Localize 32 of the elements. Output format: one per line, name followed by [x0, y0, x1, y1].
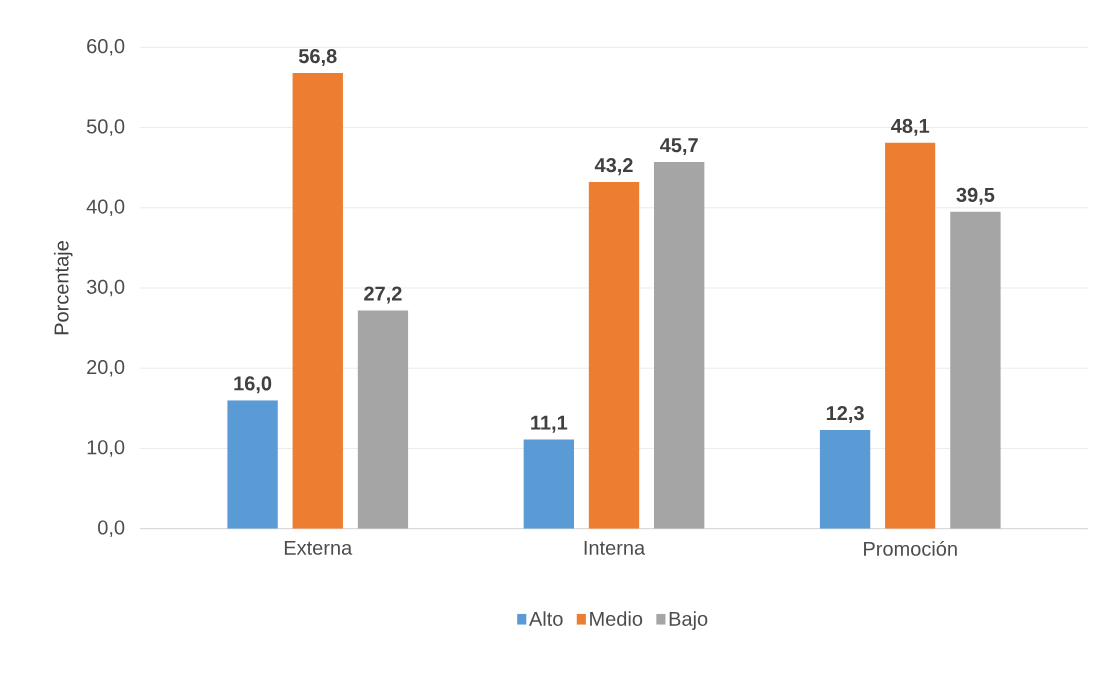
bar — [588, 182, 640, 529]
data-label: 11,1 — [531, 416, 568, 433]
y-tick-label: 30,0 — [86, 279, 125, 297]
y-tick-label: 0,0 — [98, 520, 125, 538]
data-label: 27,2 — [364, 286, 402, 304]
data-label: 43,2 — [594, 158, 633, 176]
data-label: 45,7 — [660, 138, 698, 156]
legend-label: Alto — [529, 611, 563, 627]
bar — [819, 430, 871, 529]
data-label: 12,3 — [826, 406, 864, 424]
y-tick-label: 60,0 — [87, 39, 125, 56]
x-tick-label: Interna — [584, 541, 646, 556]
bar — [950, 211, 1001, 529]
y-tick-label: 50,0 — [86, 119, 125, 136]
x-tick-label: Externa — [284, 541, 353, 556]
bar — [292, 73, 343, 529]
bar — [885, 142, 936, 529]
y-tick-label: 40,0 — [86, 199, 125, 217]
bar — [523, 439, 575, 529]
y-axis-title: Porcentaje — [53, 241, 73, 335]
legend-label: Medio — [590, 611, 643, 627]
bar — [227, 400, 278, 529]
bar — [653, 162, 705, 529]
y-tick-label: 20,0 — [87, 360, 125, 377]
data-label: 56,8 — [298, 49, 337, 67]
data-label: 16,0 — [234, 376, 272, 394]
y-tick-label: 10,0 — [87, 440, 125, 457]
x-tick-label: Promoción — [864, 541, 957, 557]
bar — [357, 310, 409, 529]
data-label: 48,1 — [891, 118, 930, 137]
data-label: 39,5 — [956, 187, 995, 206]
legend-label: Bajo — [669, 611, 708, 631]
